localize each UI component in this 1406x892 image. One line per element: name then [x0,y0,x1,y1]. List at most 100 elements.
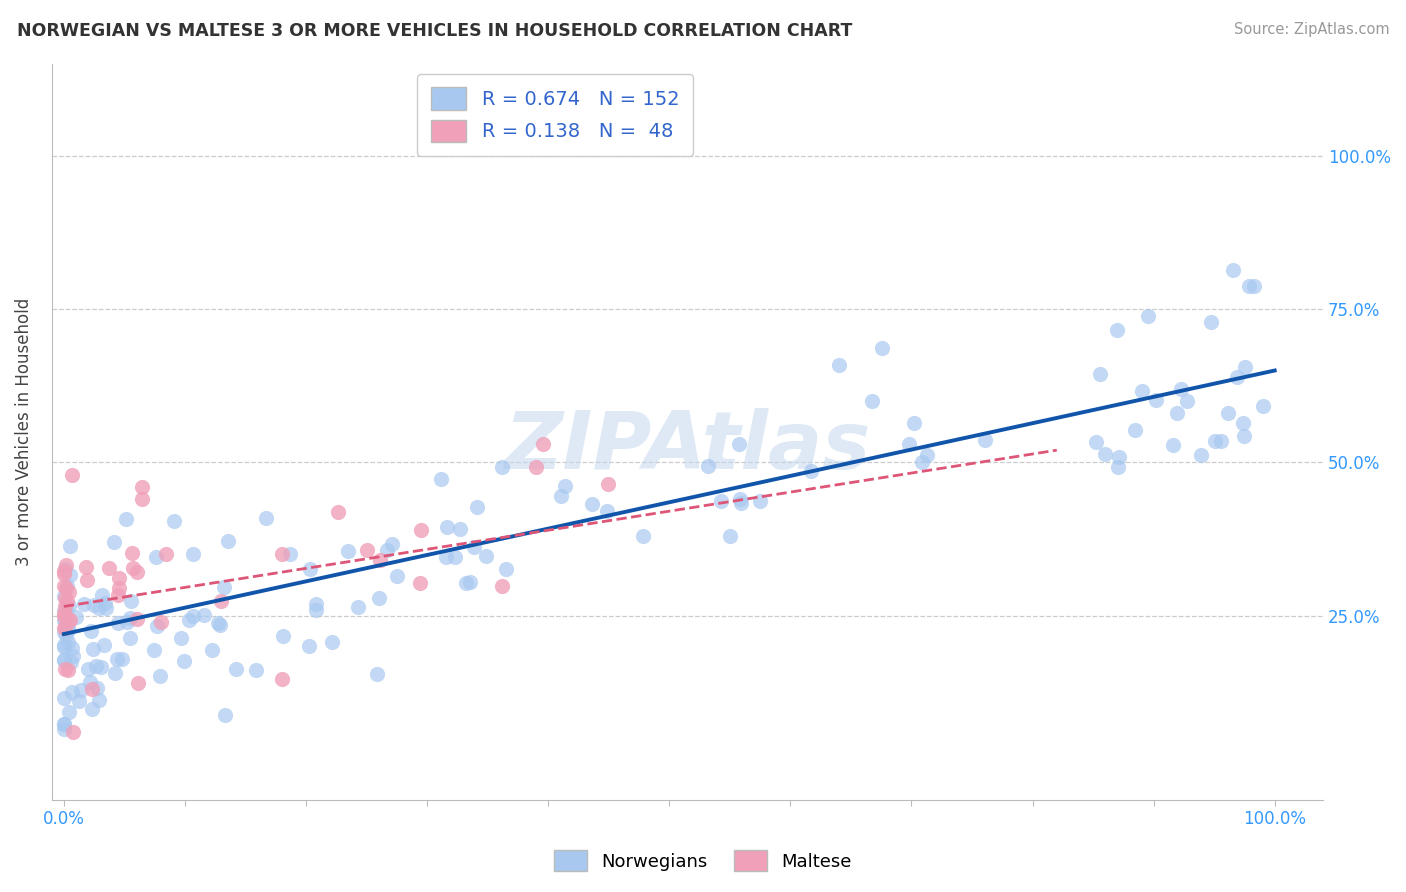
Point [254,510,277,524]
Point [84,659,107,673]
Point [52,606,75,620]
Point [120,594,142,608]
Point [53,564,76,578]
Point [409,523,432,537]
Point [52,579,75,593]
Point [58,599,80,613]
Point [83,598,105,612]
Point [409,576,432,591]
Point [298,639,321,653]
Point [52,653,75,667]
Point [201,643,224,657]
Point [105,652,128,666]
Point [121,546,143,560]
Point [1189,449,1212,463]
Point [122,561,145,575]
Point [1166,406,1188,420]
Point [581,498,603,512]
Point [596,476,619,491]
Point [59,539,82,553]
Point [456,576,478,591]
Point [52,625,75,640]
Point [170,632,193,646]
Point [460,575,482,590]
Point [1226,369,1249,384]
Point [55,603,77,617]
Point [1108,450,1130,464]
Point [173,654,195,668]
Point [531,437,554,451]
Point [718,529,741,543]
Point [53,621,76,635]
Point [443,549,465,564]
Point [93,596,115,610]
Point [449,522,471,536]
Point [55,558,77,573]
Point [53,640,76,654]
Point [860,394,883,409]
Point [107,588,129,602]
Point [1137,310,1160,324]
Point [53,562,76,576]
Point [304,603,326,617]
Point [87,600,110,615]
Point [127,565,149,579]
Point [127,676,149,690]
Point [118,611,141,625]
Point [347,600,370,615]
Legend: R = 0.674   N = 152, R = 0.138   N =  48: R = 0.674 N = 152, R = 0.138 N = 48 [418,74,693,155]
Point [62,724,84,739]
Point [80,624,103,639]
Point [75,560,97,574]
Y-axis label: 3 or more Vehicles in Household: 3 or more Vehicles in Household [15,298,32,566]
Point [60,685,83,699]
Point [1216,406,1239,420]
Point [298,561,321,575]
Point [58,613,80,627]
Point [67,693,90,707]
Text: NORWEGIAN VS MALTESE 3 OR MORE VEHICLES IN HOUSEHOLD CORRELATION CHART: NORWEGIAN VS MALTESE 3 OR MORE VEHICLES … [17,22,852,40]
Point [1233,359,1256,374]
Point [76,573,98,587]
Point [98,560,121,574]
Point [554,478,576,492]
Point [59,568,82,582]
Point [1233,429,1256,443]
Point [633,529,655,543]
Point [86,681,108,695]
Point [55,628,77,642]
Point [326,505,349,519]
Point [1144,393,1167,408]
Point [56,621,79,635]
Point [1084,434,1107,449]
Point [356,542,378,557]
Point [434,549,457,564]
Point [62,641,84,656]
Point [245,663,267,677]
Point [53,615,76,629]
Point [146,619,169,633]
Point [53,621,76,635]
Point [748,494,770,508]
Point [728,437,751,451]
Point [430,472,453,486]
Point [53,722,76,736]
Point [1090,368,1112,382]
Point [381,537,404,551]
Point [56,594,79,608]
Text: ZIPAtlas: ZIPAtlas [505,408,870,485]
Point [385,569,408,583]
Point [76,662,98,676]
Point [131,480,153,494]
Point [1222,263,1244,277]
Point [143,643,166,657]
Point [193,608,215,623]
Point [491,459,513,474]
Point [94,600,117,615]
Point [280,547,302,561]
Point [1107,323,1129,337]
Point [368,591,391,606]
Point [911,455,934,469]
Point [65,610,87,624]
Point [1199,314,1222,328]
